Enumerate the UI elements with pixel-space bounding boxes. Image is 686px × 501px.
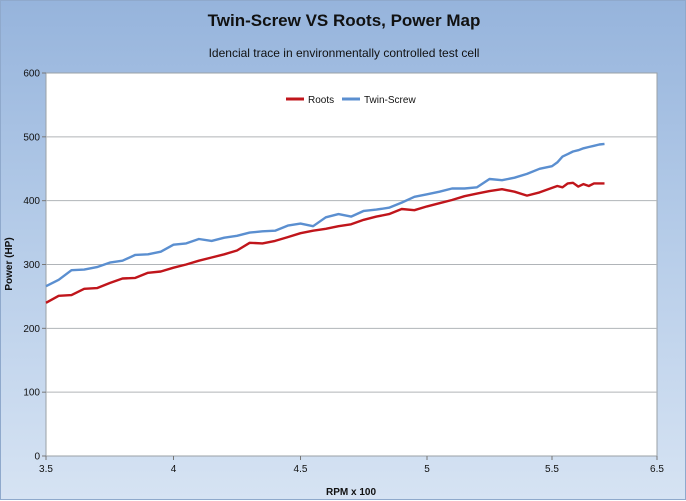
chart-subtitle: Idencial trace in environmentally contro…	[209, 46, 480, 60]
y-tick-label: 200	[23, 324, 40, 335]
x-tick-label: 5	[424, 464, 430, 475]
legend-label-roots: Roots	[308, 95, 334, 106]
x-tick-label: 4	[171, 464, 177, 475]
y-tick-label: 0	[34, 452, 40, 463]
legend-label-twin-screw: Twin-Screw	[364, 95, 416, 106]
chart-title: Twin-Screw VS Roots, Power Map	[208, 11, 481, 30]
y-tick-label: 400	[23, 196, 40, 207]
gridlines	[42, 72, 657, 457]
y-axis-label: Power (HP)	[4, 237, 15, 290]
x-tick-label: 4.5	[294, 464, 308, 475]
y-tick-label: 100	[23, 388, 40, 399]
x-tick-label: 3.5	[39, 464, 53, 475]
y-tick-label: 600	[23, 69, 40, 80]
series-lines	[45, 142, 605, 304]
legend: Roots Twin-Screw	[286, 95, 416, 106]
y-axis-ticks: 0 100 200 300 400 500 600	[23, 69, 40, 463]
series-line-roots	[45, 181, 605, 304]
x-tick-label: 5.5	[545, 464, 559, 475]
x-axis-ticks: 3.5 4 4.5 5 5.5 6.5	[39, 456, 664, 475]
y-tick-label: 300	[23, 260, 40, 271]
x-axis-label: RPM x 100	[326, 487, 376, 498]
series-line-twin-screw	[45, 142, 605, 288]
y-tick-label: 500	[23, 132, 40, 143]
x-tick-label: 6.5	[650, 464, 664, 475]
